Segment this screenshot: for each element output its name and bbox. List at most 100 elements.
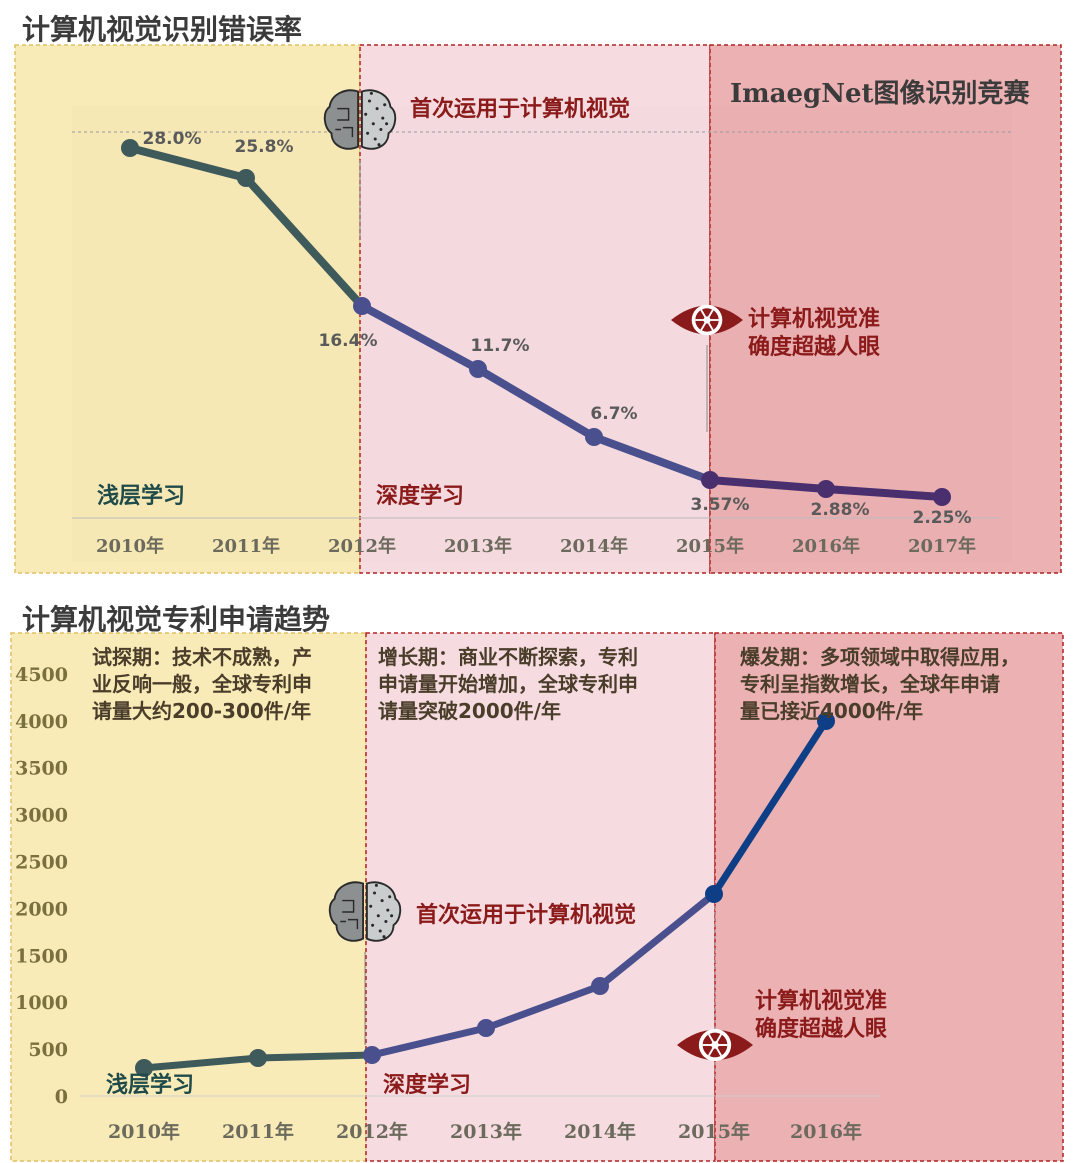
chart-2-phase-deep bbox=[365, 632, 716, 1162]
chart-2-phase-explosion bbox=[714, 632, 1064, 1162]
chart-2-phase-shallow bbox=[10, 632, 367, 1162]
chart-2-line-segment-1 bbox=[254, 1051, 376, 1062]
chart-1-first-use-label: 首次运用于计算机视觉 bbox=[410, 96, 630, 122]
chart-1-point-5 bbox=[701, 471, 719, 489]
chart-2-brain-icon-dot-8 bbox=[369, 904, 373, 908]
chart-2-phase-label-deep: 深度学习 bbox=[383, 1072, 471, 1098]
chart-1-point-2 bbox=[353, 297, 371, 315]
phase-note-trial-line-1: 试探期：技术不成熟，产 bbox=[92, 645, 312, 669]
chart-2-line-segment-2 bbox=[368, 1024, 490, 1059]
chart-1-brain-icon-dot-2 bbox=[381, 116, 385, 120]
chart-1-x-tick-5: 2015年 bbox=[676, 535, 744, 557]
chart-1-brain-icon-dot-1 bbox=[375, 107, 379, 111]
chart-2-y-tick-0: 0 bbox=[55, 1086, 68, 1108]
phase-note-explosion-line-3: 量已接近4000件/年 bbox=[740, 699, 923, 723]
chart-1-point-3 bbox=[469, 360, 487, 378]
chart-2-x-tick-5: 2015年 bbox=[678, 1120, 750, 1143]
chart-2-point-4 bbox=[591, 977, 609, 995]
chart-2-accuracy-label-1: 计算机视觉准 bbox=[755, 988, 887, 1014]
chart-2-x-tick-3: 2013年 bbox=[450, 1120, 522, 1143]
chart-1-phase-label-shallow: 浅层学习 bbox=[97, 483, 185, 509]
phase-note-growth: 增长期：商业不断探索，专利 申请量开始增加，全球专利申 请量突破2000件/年 bbox=[378, 644, 638, 725]
chart-2-x-tick-4: 2014年 bbox=[564, 1120, 636, 1143]
phase-note-trial-line-3: 请量大约200-300件/年 bbox=[92, 699, 312, 723]
chart-1-point-7 bbox=[933, 488, 951, 506]
chart-2-accuracy-label-2: 确度超越人眼 bbox=[755, 1016, 887, 1042]
chart-1-line-segment-6 bbox=[822, 485, 946, 501]
chart-1-line-segment-3 bbox=[474, 365, 598, 441]
chart-1-x-tick-1: 2011年 bbox=[212, 535, 280, 557]
phase-note-explosion: 爆发期：多项领域中取得应用， 专利呈指数增长，全球年申请 量已接近4000件/年 bbox=[740, 644, 1020, 725]
chart-2-brain-icon-dot-6 bbox=[378, 929, 382, 933]
chart-1-brain-icon-dot-5 bbox=[366, 131, 370, 135]
chart-2-x-tick-6: 2016年 bbox=[790, 1120, 862, 1143]
chart-1-line-segment-2 bbox=[358, 302, 482, 373]
phase-note-explosion-line-1: 爆发期：多项领域中取得应用， bbox=[740, 645, 1020, 669]
chart-1-eye-icon-pupil bbox=[703, 316, 711, 324]
chart-2-brain-icon-dot-4 bbox=[384, 919, 388, 924]
chart-1-data-label-3: 11.7% bbox=[471, 336, 530, 356]
chart-1-x-tick-6: 2016年 bbox=[792, 535, 860, 557]
chart-2-phase-label-shallow: 浅层学习 bbox=[106, 1072, 194, 1098]
chart-1-brain-icon-dot-3 bbox=[371, 122, 375, 126]
chart-2-brain-icon-dot-7 bbox=[388, 895, 392, 899]
chart-2-line-segment-4 bbox=[596, 890, 718, 990]
chart-1-phase-label-deep: 深度学习 bbox=[376, 483, 464, 509]
chart-1-brain-icon-circuits bbox=[335, 107, 354, 138]
chart-2-y-tick-6: 3000 bbox=[15, 805, 68, 827]
chart-1-line-segment-4 bbox=[590, 433, 714, 484]
chart-1-accuracy-label-2: 确度超越人眼 bbox=[748, 334, 880, 360]
chart-1-point-1 bbox=[237, 169, 255, 187]
chart-2-y-tick-9: 4500 bbox=[15, 664, 68, 686]
chart-1-line-segment-1 bbox=[242, 174, 366, 310]
chart-2-line-segment-0 bbox=[140, 1054, 262, 1072]
chart-2-brain-icon-dot-1 bbox=[380, 899, 384, 903]
chart-1-data-label-4: 6.7% bbox=[590, 404, 637, 424]
chart-1-competition-label: ImaegNet图像识别竞赛 bbox=[730, 78, 1031, 109]
chart-2-brain-icon-dot-9 bbox=[390, 914, 394, 918]
chart-2-y-tick-7: 3500 bbox=[15, 758, 68, 780]
chart-1-brain-icon-dot-10 bbox=[369, 91, 373, 95]
chart-1-x-tick-3: 2013年 bbox=[444, 535, 512, 557]
chart-2-brain-icon-right bbox=[365, 881, 402, 942]
chart-2-point-5 bbox=[705, 885, 723, 903]
chart-1-brain-icon-dot-8 bbox=[364, 112, 368, 116]
chart-2-y-tick-2: 1000 bbox=[15, 992, 68, 1014]
chart-1-x-tick-2: 2012年 bbox=[328, 535, 396, 557]
chart-1-x-tick-7: 2017年 bbox=[908, 535, 976, 557]
phase-note-trial: 试探期：技术不成熟，产 业反响一般，全球专利申 请量大约200-300件/年 bbox=[92, 644, 312, 725]
chart-1-data-label-0: 28.0% bbox=[143, 129, 202, 149]
chart-1-phase-deep bbox=[359, 44, 711, 574]
chart-1-brain-icon-dot-9 bbox=[385, 122, 389, 126]
chart-1-accuracy-label-1: 计算机视觉准 bbox=[748, 306, 880, 332]
phase-note-growth-line-3: 请量突破2000件/年 bbox=[378, 699, 561, 723]
chart-1-phase-shallow bbox=[14, 44, 361, 574]
chart-2-point-3 bbox=[477, 1019, 495, 1037]
chart-1-brain-icon-right bbox=[360, 89, 397, 150]
chart-2-brain-icon-circuits bbox=[340, 899, 359, 930]
chart-1-x-tick-0: 2010年 bbox=[96, 535, 164, 557]
chart-2-x-tick-1: 2011年 bbox=[222, 1120, 294, 1143]
phase-note-growth-line-1: 增长期：商业不断探索，专利 bbox=[378, 645, 638, 669]
chart-1-data-label-2: 16.4% bbox=[319, 331, 378, 351]
chart-1-point-4 bbox=[585, 428, 603, 446]
chart-1-brain-icon-dot-4 bbox=[379, 127, 383, 132]
chart-1-data-label-5: 3.57% bbox=[691, 495, 750, 515]
chart-2-point-2 bbox=[363, 1046, 381, 1064]
chart-2-y-tick-8: 4000 bbox=[15, 711, 68, 733]
chart-2-brain-icon-dot-10 bbox=[374, 883, 378, 887]
phase-note-growth-line-2: 申请量开始增加，全球专利申 bbox=[378, 672, 638, 696]
chart-2-y-tick-5: 2500 bbox=[15, 852, 68, 874]
chart-2-brain-icon-dot-0 bbox=[372, 891, 377, 895]
chart-2-eye-icon-pupil bbox=[711, 1041, 719, 1049]
chart-2-brain-icon-dot-3 bbox=[376, 914, 380, 918]
chart-1-data-label-6: 2.88% bbox=[811, 500, 870, 520]
chart-1-brain-icon-dot-7 bbox=[383, 103, 387, 107]
chart-2-eye-icon bbox=[677, 1028, 753, 1062]
chart-2-title: 计算机视觉专利申请趋势 bbox=[22, 603, 331, 636]
chart-1-eye-icon bbox=[671, 304, 743, 336]
chart-1-point-0 bbox=[121, 139, 139, 157]
chart-2-brain-icon-dot-11 bbox=[382, 935, 386, 939]
chart-1-title: 计算机视觉识别错误率 bbox=[22, 13, 303, 46]
